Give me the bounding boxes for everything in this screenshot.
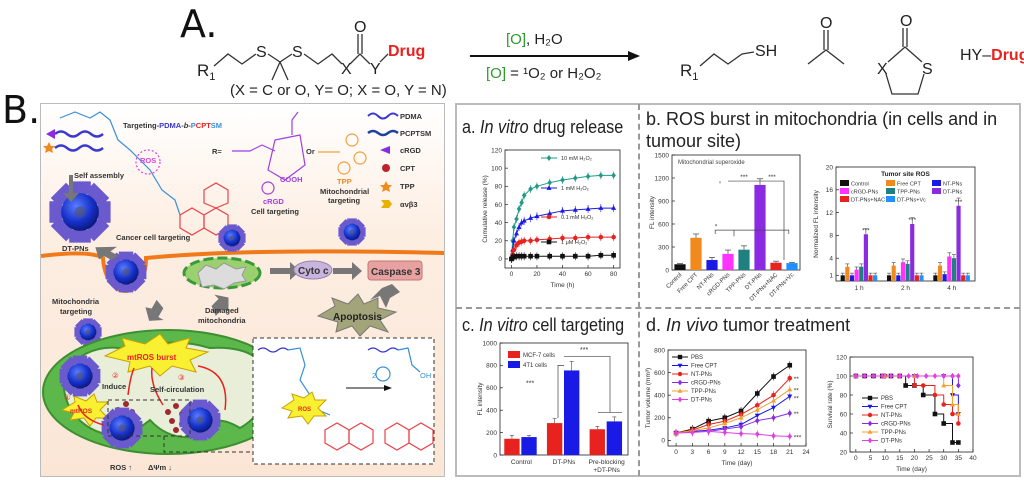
nanoparticle-icon [49,181,110,242]
inset-oh-label: OH [420,371,431,380]
self-assembly-label: Self assembly [74,171,125,180]
process-arrows [63,175,400,321]
reaction-scheme: R1 S S X O Y Drug (X = C or O, Y= O; X =… [197,13,1024,99]
dt-pns-label: DT-PNs [62,244,89,253]
legend-integrin: αvβ3 [400,200,418,209]
y-atom: Y [370,61,381,78]
step-1-label: ① [64,393,71,402]
ros-up-label: ROS ↑ [110,463,132,472]
mitochondrial-label: Mitochondrial [320,187,369,196]
results-panel [455,103,1021,477]
inset-thiolane-coefficient: 2 [372,371,376,380]
damaged-label-2: mitochondria [198,316,246,325]
dithiolanone-oxygen: O [900,13,912,30]
legend-pcptsm: PCPTSM [400,129,431,138]
mechanism-schematic: Targeting-PDMA-b-PCPTSM PDMA PCPTSM cRGD… [41,104,444,476]
caspase-3-badge [367,260,423,281]
legend-tpp: TPP [400,182,415,191]
nanoparticle-icon [338,218,365,245]
r-equals-label: R= [212,147,222,156]
panel-d-title: d. In vivo tumor treatment [646,315,851,335]
integrin-receptor-icon [381,200,392,208]
crgd-icon [380,146,390,154]
cleavage-mechanism-inset [252,337,435,465]
step-2-label: ② [112,371,119,380]
nanoparticle-icon [102,408,143,449]
crgd-structure [232,111,306,195]
product1-r1: R1 [680,61,698,83]
apoptosis-burst-icon [316,293,398,337]
cell-targeting-label: Cell targeting [251,207,299,216]
targeting-label: targeting [328,196,361,205]
step-3-label: ③ [178,373,185,382]
cancer-cell-targeting-label: Cancer cell targeting [116,233,191,242]
panel-b-title: b. ROS burst in mitochondria (in cells a… [646,109,998,151]
reaction-condition-top: [O], H₂O [506,31,563,48]
tpp-star-icon [43,142,55,153]
reaction-condition-bottom: [O] = ¹O₂ or H₂O₂ [486,65,602,82]
mitochondria-targeting-label-2: targeting [60,307,93,316]
acetone-oxygen: O [820,15,832,32]
mtros-burst-label: mtROS burst [127,353,177,362]
tpp-label: TPP [337,177,352,186]
pcptsm-structure [59,111,181,216]
mtros-label: mtROS [70,408,93,415]
membrane-potential-down-label: ΔΨm ↓ [148,463,172,472]
condition-note: (X = C or O, Y= O; X = O, Y = N) [230,82,447,99]
drug-label: Drug [388,43,425,60]
part-b-label: B. [2,88,41,132]
panel-a-title: a. In vitro drug release [462,117,624,137]
mtros-burst-icon [103,333,210,377]
apoptosis-label: Apoptosis [333,312,382,323]
damaged-label-1: Damaged [205,306,239,315]
nanoparticle-icon [60,356,101,397]
caspase-3-label: Caspase 3 [371,267,421,278]
legend-cpt: CPT [400,164,415,173]
ros-label: ROS [140,156,156,165]
sulfur-1: S [256,44,267,61]
schematic-legend-icons [367,112,399,208]
sulfur-2: S [292,44,303,61]
r1-label: R1 [197,61,215,83]
crgd-label: cRGD [263,197,284,206]
crgd-triangle-icon [46,129,55,139]
nanoparticle-icon [180,400,221,441]
tpp-icon [380,181,392,192]
panel-divider-vertical [638,104,640,476]
legend-pdma: PDMA [400,112,423,121]
mitochondria-targeting-label-1: Mitochondria [52,297,100,306]
inset-ros-label: ROS [298,407,311,413]
hy-drug-label: HY–Drug [960,47,1024,64]
polymer-chains [43,129,104,153]
dithiolanone-s: S [922,61,933,78]
polymer-title: Targeting-PDMA-b-PCPTSM [123,121,222,130]
self-circulation-label: Self-circulation [150,385,205,394]
part-a-label: A. [180,2,218,46]
x-atom: X [341,61,352,78]
feedback-arrows [77,365,227,426]
cpt-icon [382,164,390,172]
legend-crgd: cRGD [400,146,421,155]
reactant-bonds [213,28,925,95]
dithiolanone-x: X [877,61,888,78]
or-label: Or [306,147,315,156]
inset-ros-icon [280,391,328,425]
pcptsm-icon [367,129,399,137]
pdma-icon [367,112,399,120]
tpp-structure [318,133,367,175]
induce-label: Induce [102,382,126,391]
nanoparticle-icon [218,224,245,251]
cooh-label: COOH [280,175,303,184]
cyto-c-badge [293,260,333,280]
thiol-label: SH [755,43,777,60]
panel-divider-horizontal [456,307,1020,309]
cyto-c-label: Cyto c [298,266,329,277]
carbonyl-oxygen: O [354,19,366,36]
mtros-icon [60,393,110,427]
panel-c-title: c. In vitro cell targeting [462,315,625,335]
